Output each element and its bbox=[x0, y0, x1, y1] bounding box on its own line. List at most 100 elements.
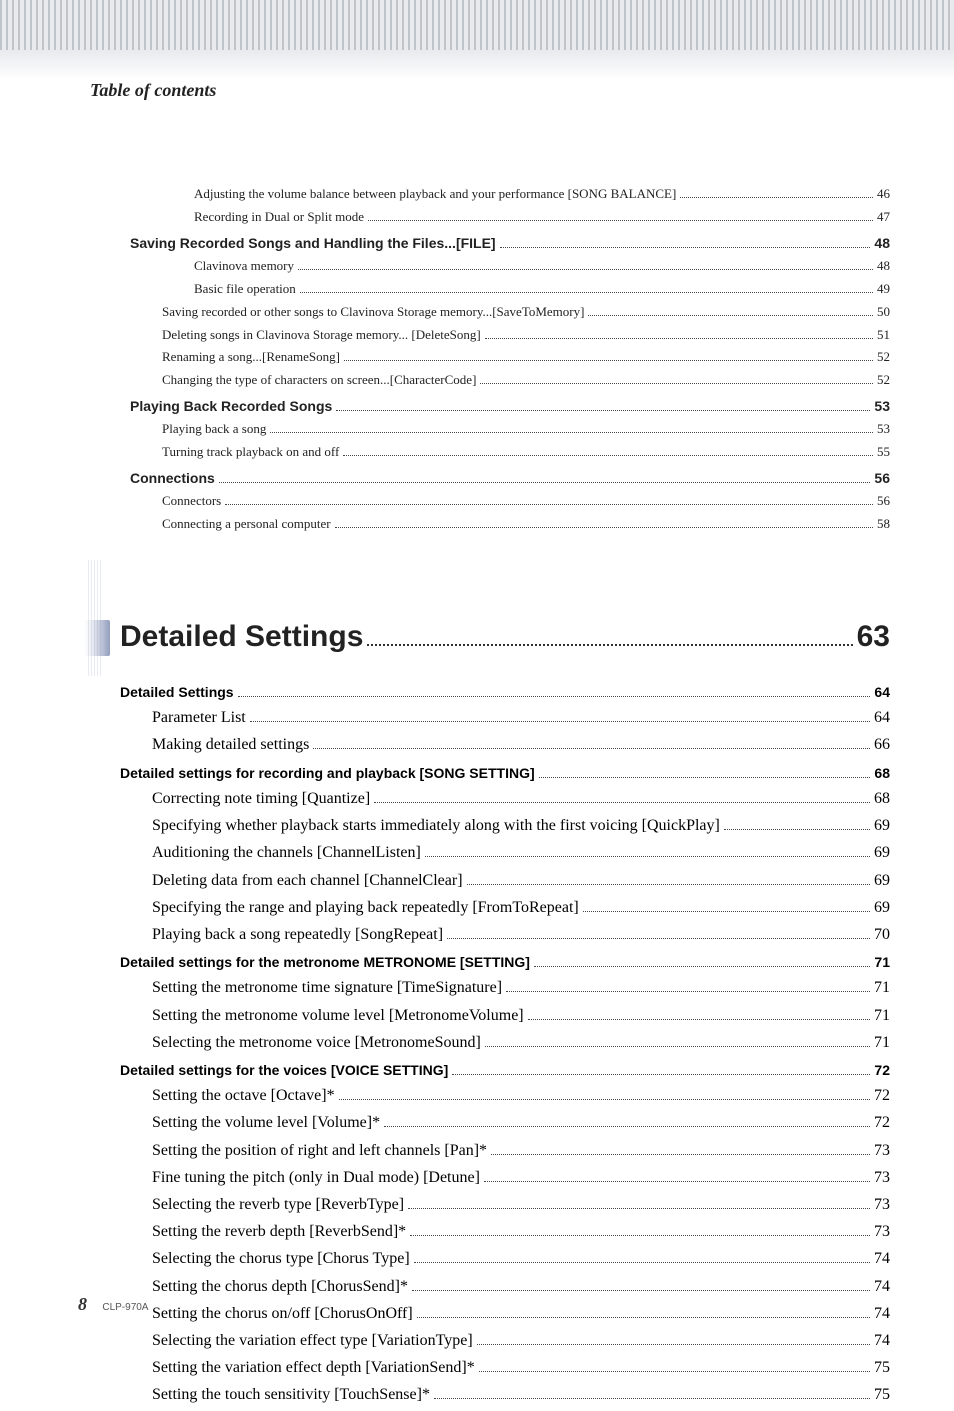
toc-page: 68 bbox=[874, 787, 890, 810]
toc-page: 52 bbox=[877, 348, 890, 367]
dot-leader bbox=[313, 748, 870, 749]
toc-page: 75 bbox=[874, 1383, 890, 1406]
toc-line: Saving recorded or other songs to Clavin… bbox=[130, 303, 890, 322]
toc-label: Specifying the range and playing back re… bbox=[152, 896, 579, 919]
toc-page: 69 bbox=[874, 814, 890, 837]
toc-line: Clavinova memory48 bbox=[130, 257, 890, 276]
dot-leader bbox=[410, 1235, 870, 1236]
toc-page: 70 bbox=[874, 923, 890, 946]
toc-line: Detailed Settings64 bbox=[120, 682, 890, 702]
toc-line: Selecting the reverb type [ReverbType]73 bbox=[120, 1193, 890, 1216]
dot-leader bbox=[680, 197, 873, 198]
toc-page: 64 bbox=[874, 706, 890, 729]
toc-label: Setting the metronome volume level [Metr… bbox=[152, 1004, 524, 1027]
toc-page: 69 bbox=[874, 869, 890, 892]
toc-label: Detailed settings for the voices [VOICE … bbox=[120, 1060, 448, 1080]
toc-page: 74 bbox=[874, 1247, 890, 1270]
toc-label: Playing back a song repeatedly [SongRepe… bbox=[152, 923, 443, 946]
toc-page: 69 bbox=[874, 896, 890, 919]
dot-leader bbox=[250, 721, 870, 722]
toc-line: Making detailed settings 66 bbox=[120, 733, 890, 756]
section-marker-icon bbox=[84, 620, 110, 656]
dot-leader bbox=[238, 696, 871, 697]
toc-label: Setting the octave [Octave]* bbox=[152, 1084, 335, 1107]
toc-line: Setting the position of right and left c… bbox=[120, 1139, 890, 1162]
toc-line: Saving Recorded Songs and Handling the F… bbox=[130, 233, 890, 253]
dot-leader bbox=[339, 1099, 870, 1100]
toc-label: Setting the chorus depth [ChorusSend]* bbox=[152, 1275, 408, 1298]
dot-leader bbox=[447, 938, 870, 939]
toc-page: 73 bbox=[874, 1166, 890, 1189]
toc-page: 46 bbox=[877, 185, 890, 204]
toc-label: Selecting the reverb type [ReverbType] bbox=[152, 1193, 404, 1216]
dot-leader bbox=[408, 1208, 870, 1209]
toc-label: Setting the reverb depth [ReverbSend]* bbox=[152, 1220, 406, 1243]
toc-page: 53 bbox=[874, 396, 890, 416]
toc-label: Auditioning the channels [ChannelListen] bbox=[152, 841, 421, 864]
toc-line: Connecting a personal computer58 bbox=[130, 515, 890, 534]
dot-leader bbox=[367, 644, 852, 646]
toc-page: 69 bbox=[874, 841, 890, 864]
dot-leader bbox=[534, 966, 871, 967]
toc-page: 68 bbox=[874, 763, 890, 783]
toc-label: Setting the volume level [Volume]* bbox=[152, 1111, 380, 1134]
dot-leader bbox=[434, 1398, 870, 1399]
toc-page: 50 bbox=[877, 303, 890, 322]
top-fade bbox=[0, 50, 954, 80]
toc-label: Fine tuning the pitch (only in Dual mode… bbox=[152, 1166, 480, 1189]
toc-label: Clavinova memory bbox=[194, 257, 294, 276]
toc-label: Setting the position of right and left c… bbox=[152, 1139, 487, 1162]
toc-line: Setting the chorus on/off [ChorusOnOff]7… bbox=[120, 1302, 890, 1325]
toc-label: Playing back a song bbox=[162, 420, 266, 439]
toc-label: Parameter List bbox=[152, 706, 246, 729]
dot-leader bbox=[484, 1181, 870, 1182]
toc-label: Setting the metronome time signature [Ti… bbox=[152, 976, 502, 999]
toc-line: Playing back a song53 bbox=[130, 420, 890, 439]
toc-line: Renaming a song...[RenameSong]52 bbox=[130, 348, 890, 367]
toc-label: Setting the chorus on/off [ChorusOnOff] bbox=[152, 1302, 413, 1325]
dot-leader bbox=[417, 1317, 870, 1318]
toc-label: Detailed settings for recording and play… bbox=[120, 763, 535, 783]
dot-leader bbox=[344, 360, 873, 361]
toc-label: Changing the type of characters on scree… bbox=[162, 371, 476, 390]
toc-line: Setting the chorus depth [ChorusSend]*74 bbox=[120, 1275, 890, 1298]
toc-label: Saving recorded or other songs to Clavin… bbox=[162, 303, 584, 322]
toc-page: 73 bbox=[874, 1139, 890, 1162]
toc-page: 51 bbox=[877, 326, 890, 345]
toc-line: Parameter List 64 bbox=[120, 706, 890, 729]
dot-leader bbox=[491, 1154, 870, 1155]
toc-label: Deleting songs in Clavinova Storage memo… bbox=[162, 326, 481, 345]
dot-leader bbox=[539, 777, 871, 778]
dot-leader bbox=[588, 315, 873, 316]
toc-page: 72 bbox=[874, 1084, 890, 1107]
toc-label: Connectors bbox=[162, 492, 221, 511]
dot-leader bbox=[506, 991, 870, 992]
toc-page: 49 bbox=[877, 280, 890, 299]
footer-model: CLP-970A bbox=[102, 1302, 148, 1313]
toc-label: Recording in Dual or Split mode bbox=[194, 208, 364, 227]
toc-label: Making detailed settings bbox=[152, 733, 309, 756]
dot-leader bbox=[528, 1019, 870, 1020]
toc-line: Fine tuning the pitch (only in Dual mode… bbox=[120, 1166, 890, 1189]
toc-page: 55 bbox=[877, 443, 890, 462]
toc-line: Setting the metronome time signature [Ti… bbox=[120, 976, 890, 999]
toc-label: Deleting data from each channel [Channel… bbox=[152, 869, 463, 892]
dot-leader bbox=[724, 829, 870, 830]
toc-line: Setting the variation effect depth [Vari… bbox=[120, 1356, 890, 1379]
dot-leader bbox=[452, 1074, 870, 1075]
toc-page: 71 bbox=[874, 952, 890, 972]
dot-leader bbox=[225, 504, 873, 505]
toc-label: Selecting the chorus type [Chorus Type] bbox=[152, 1247, 410, 1270]
dot-leader bbox=[343, 455, 873, 456]
toc-line: Recording in Dual or Split mode47 bbox=[130, 208, 890, 227]
dot-leader bbox=[425, 856, 870, 857]
toc-line: Deleting songs in Clavinova Storage memo… bbox=[130, 326, 890, 345]
toc-page: 66 bbox=[874, 733, 890, 756]
dot-leader bbox=[480, 383, 873, 384]
toc-line: Connections56 bbox=[130, 468, 890, 488]
toc-page: 74 bbox=[874, 1329, 890, 1352]
page-header-title: Table of contents bbox=[90, 80, 216, 101]
dot-leader bbox=[485, 1046, 870, 1047]
dot-leader bbox=[500, 247, 871, 248]
toc-label: Selecting the metronome voice [Metronome… bbox=[152, 1031, 481, 1054]
